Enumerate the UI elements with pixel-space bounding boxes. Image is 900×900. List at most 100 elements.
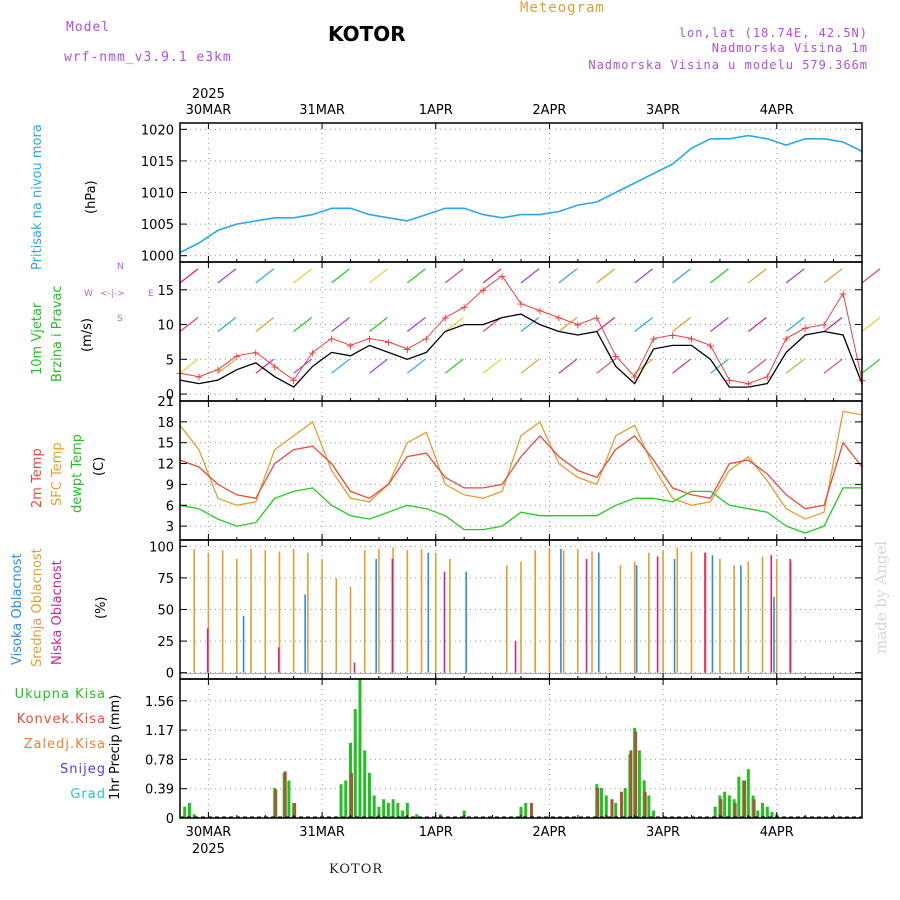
- precip-bar: [610, 799, 614, 818]
- frames-layer: [179, 122, 863, 819]
- wind-gust-marker: +: [782, 332, 791, 345]
- wind-dir-arrow: [861, 317, 881, 332]
- temp-2m-line: [179, 434, 863, 510]
- precip-bar: [405, 802, 409, 818]
- precip-bar: [353, 709, 357, 818]
- ytick-label-wind: 5: [166, 353, 174, 368]
- wind-gust-marker: +: [441, 312, 450, 325]
- day-label-bottom: 3APR: [646, 825, 680, 840]
- precip-bar: [350, 772, 353, 818]
- precip-bar: [619, 791, 623, 818]
- panel-frame-precip: [179, 678, 863, 819]
- pressure-line: [179, 134, 863, 254]
- precip-bar: [391, 799, 395, 818]
- precip-bar: [462, 810, 466, 818]
- day-label-top: 1APR: [419, 103, 453, 118]
- wind-dir-arrow: [823, 268, 843, 284]
- lonlat-label: lon,lat (18.74E, 42.5N): [678, 26, 868, 40]
- legend-frz: Zaledj.Kisa: [23, 737, 106, 752]
- wind-dir-arrow: [331, 358, 350, 374]
- precip-bar: [770, 811, 774, 818]
- wind-dir-arrow: [179, 268, 199, 284]
- wind-gust-marker: +: [516, 298, 525, 311]
- wind-gust-marker: +: [384, 336, 393, 349]
- elevation-label: Nadmorska Visina 1m: [711, 41, 868, 55]
- precip-bar: [344, 780, 348, 818]
- ytick-label-wind: 0: [166, 388, 174, 403]
- ytick-label-precip: 0: [166, 812, 174, 827]
- precip-bar: [647, 795, 651, 818]
- ytick-label-wind: 15: [157, 284, 174, 299]
- wind-gust-marker: +: [460, 301, 469, 314]
- ytick-label-clouds: 25: [157, 635, 174, 650]
- precip-bar: [604, 795, 608, 818]
- wind-dir-arrow: [672, 358, 691, 374]
- wind-gust-marker: +: [687, 332, 696, 345]
- wind-gust-marker: +: [327, 332, 336, 345]
- wind-gust-marker: +: [725, 374, 734, 387]
- wind-dir-arrow: [634, 268, 654, 284]
- precip-bar: [713, 806, 717, 818]
- ytick-label-precip: 0.78: [145, 753, 174, 768]
- legend-hail: Grad: [70, 787, 106, 802]
- wind-dir-arrow: [558, 268, 578, 284]
- wind-dir-arrow: [444, 358, 464, 374]
- precip-bar: [637, 750, 641, 818]
- wind-dir-arrow: [444, 317, 464, 332]
- wind-gust-marker: +: [801, 322, 810, 335]
- day-label-top: 31MAR: [299, 103, 345, 118]
- wind-dir-arrow: [406, 317, 426, 332]
- wind-gust-marker: +: [289, 374, 298, 387]
- precip-bar: [377, 806, 381, 818]
- wind-gust-marker: +: [668, 329, 677, 342]
- wind-gust-marker: +: [744, 378, 753, 391]
- wind-dir-arrow: [520, 317, 540, 332]
- wind-gust-marker: +: [251, 346, 260, 359]
- wind-dir-arrow: [369, 317, 388, 332]
- precip-bar: [652, 810, 656, 818]
- ytick-label-temperature: 18: [157, 416, 174, 431]
- wind-dir-arrow: [596, 268, 616, 284]
- precip-bar: [396, 802, 400, 818]
- precip-bar: [727, 795, 731, 818]
- wind-gust-marker: +: [213, 364, 222, 377]
- precip-bar: [372, 795, 376, 818]
- day-label-top: 4APR: [760, 103, 794, 118]
- dewpt-line: [179, 487, 862, 534]
- precip-bar: [524, 802, 528, 818]
- wind-speed-line: [179, 313, 863, 388]
- ytick-label-pressure: 1005: [141, 218, 174, 233]
- wind-gust-marker: +: [611, 350, 620, 363]
- day-label-top: 30MAR: [186, 103, 232, 118]
- wind-dir-arrow: [406, 358, 426, 374]
- wind-dir-arrow: [747, 317, 767, 332]
- wind-dir-arrow: [255, 268, 275, 284]
- wind-gust-marker: +: [308, 346, 317, 359]
- meteogram-label: Meteogram: [520, 0, 605, 16]
- day-label-bottom: 31MAR: [299, 825, 345, 840]
- wind-gust-marker: +: [232, 350, 241, 363]
- precip-bar: [634, 731, 638, 818]
- wind-dir-arrow: [331, 317, 350, 332]
- wind-dir-arrow: [785, 358, 805, 374]
- wind-gust-marker: +: [535, 305, 544, 318]
- precip-bar: [401, 810, 405, 818]
- precip-bar: [363, 750, 367, 818]
- ytick-label-temperature: 9: [166, 478, 174, 493]
- ytick-label-wind: 10: [157, 319, 174, 334]
- wind-dir-arrow: [558, 317, 578, 332]
- wind-gust-marker: +: [592, 312, 601, 325]
- precip-bar: [746, 769, 750, 818]
- wind-dir-arrow: [710, 358, 729, 374]
- legend-conv: Konvek.Kisa: [16, 712, 106, 727]
- legend-snow: Snijeg: [60, 762, 106, 777]
- precip-bar: [719, 799, 723, 818]
- day-label-bottom: 4APR: [760, 825, 794, 840]
- ytick-label-temperature: 21: [157, 395, 174, 410]
- precip-bar: [529, 802, 533, 818]
- wind-gust-marker: +: [573, 319, 582, 332]
- day-label-top: 3APR: [646, 103, 680, 118]
- wind-gust-marker: +: [403, 343, 412, 356]
- wind-gust-marker: +: [649, 332, 658, 345]
- wind-gust-marker: +: [422, 332, 431, 345]
